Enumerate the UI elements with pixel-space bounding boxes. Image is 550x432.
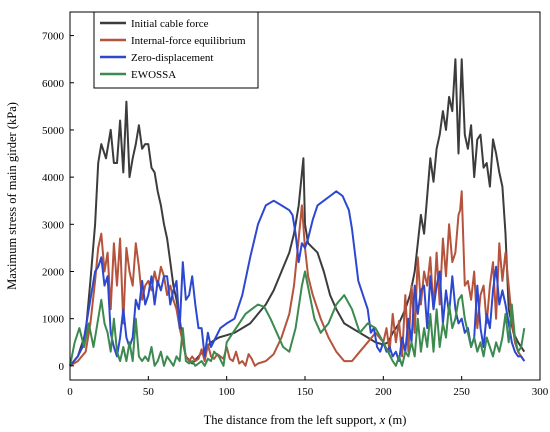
y-axis-ticks: 0 1000 2000 3000 4000 5000 6000 7000 (42, 31, 74, 373)
legend-label: Zero-displacement (131, 52, 213, 64)
y-tick-label: 5000 (42, 125, 65, 137)
legend-label: EWOSSA (131, 69, 176, 81)
series-line-4 (69, 270, 526, 367)
legend-label: Initial cable force (131, 18, 209, 30)
legend-box (93, 11, 259, 89)
y-tick-label: 4000 (42, 172, 65, 184)
x-tick-label: 200 (375, 386, 392, 398)
series-line-2 (69, 190, 526, 367)
x-tick-label: 150 (297, 386, 314, 398)
x-axis-title-text: The distance from the left support, (204, 413, 380, 427)
x-tick-label: 300 (532, 386, 549, 398)
x-tick-label: 50 (143, 386, 155, 398)
series-line-3 (69, 190, 526, 367)
x-axis-title-unit: (m) (385, 413, 406, 427)
x-axis-title: The distance from the left support, x (m… (204, 413, 407, 427)
x-axis-ticks: 0 50 100 150 200 250 300 (67, 376, 549, 398)
plot-series (69, 58, 526, 367)
x-axis-title-variable: x (379, 413, 386, 427)
y-tick-label: 3000 (42, 219, 65, 231)
y-tick-label: 2000 (42, 266, 65, 278)
x-tick-label: 100 (218, 386, 235, 398)
series-line-1 (69, 58, 526, 367)
x-tick-label: 0 (67, 386, 73, 398)
y-tick-label: 1000 (42, 314, 65, 326)
y-axis-title: Maximum stress of main girder (kPa) (5, 102, 19, 290)
x-tick-label: 250 (453, 386, 470, 398)
y-tick-label: 0 (59, 361, 65, 373)
y-tick-label: 7000 (42, 31, 65, 43)
legend-label: Internal-force equilibrium (131, 35, 246, 47)
legend: Initial cable force Internal-force equili… (93, 11, 259, 89)
y-tick-label: 6000 (42, 78, 65, 90)
